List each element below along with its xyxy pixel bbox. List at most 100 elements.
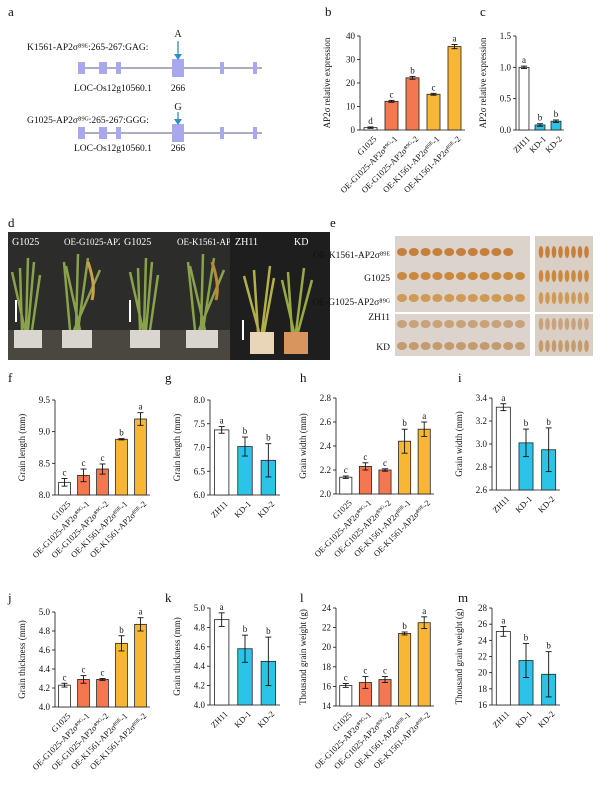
gene-exon [253,127,257,139]
x-category-label: KD-2 [256,709,277,730]
panel-letter-e: e [330,215,336,230]
grain-seed [479,342,490,350]
significance-letter: c [82,665,86,675]
grain-seed-side [551,246,557,258]
y-tick-label: 2.2 [320,465,331,475]
y-tick-label: 4.8 [194,622,206,632]
significance-letter: c [63,468,67,478]
plant-photo-1: G1025 OE-G1025-AP2σ⁸⁹ᴳ [8,232,138,360]
y-tick-label: 3.0 [476,439,488,449]
gene-exon [99,127,107,139]
y-tick-label: 1.5 [500,31,512,41]
gene-model-2: G LOC-Os12g10560.1 266 [74,102,262,154]
grain-seed-side [577,318,583,330]
grain-seed [397,342,407,350]
y-tick-label: 6.0 [194,490,206,500]
grain-seed [467,272,478,280]
plant-panicle [210,261,219,301]
bar-1 [339,685,353,707]
y-tick-label: 2.8 [320,393,332,403]
grain-rows [395,246,593,352]
grain-seed-side [584,318,589,330]
grain-seed [467,320,478,328]
significance-letter: a [453,33,457,43]
significance-letter: c [82,458,86,468]
panel-letter-b: b [325,4,332,19]
bar-1 [495,631,511,706]
y-tick-label: 4.4 [194,661,206,671]
x-category-label: KD-2 [543,134,564,155]
panel-letter-j: j [7,590,12,605]
grain-seed [432,320,443,328]
significance-letter: a [422,606,426,616]
panel-letter-k: k [165,590,172,605]
grain-label-kd: KD [376,343,390,353]
y-tick-label: 18 [478,684,488,694]
grain-seed [503,272,514,280]
y-tick-label: 8.5 [39,458,51,468]
plant-pot [14,330,42,348]
y-tick-label: 22 [322,623,331,633]
grain-seed [491,342,502,350]
gene-exon [253,62,257,74]
grain-seed-side [584,270,589,282]
significance-letter: b [243,624,248,634]
bar-3 [378,679,392,707]
plant-photo-2: G1025 OE-K1561-AP2σ⁸⁹ᴱ [120,232,251,360]
grain-seed [408,342,419,350]
significance-letter: b [119,625,124,635]
y-tick-label: 4.2 [39,683,50,693]
grain-seed [456,320,466,328]
y-tick-label: 22 [478,652,487,662]
grain-seed-side [538,270,544,282]
grain-seed-side [564,318,570,330]
grain-seed [491,248,502,256]
grain-seed-side [551,318,557,330]
bar-3 [96,679,109,708]
grain-seed [397,248,407,256]
grain-seed [408,320,419,328]
plant-photo-panel: G1025 OE-G1025-AP2σ⁸⁹ᴳ G1025 OE-K1561-AP… [8,232,330,360]
y-tick-label: 3.4 [476,393,488,403]
significance-letter: a [139,402,143,412]
y-tick-label: 4.6 [194,642,206,652]
y-tick-label: 2.8 [476,462,488,472]
significance-letter: c [383,458,387,468]
y-tick-label: 4.2 [194,681,205,691]
grain-seed-side [558,270,563,282]
grain-seed [456,272,466,280]
grain-seed [515,272,525,280]
gene-exon [220,62,224,74]
y-tick-label: 14 [322,701,332,711]
scale-bar [129,300,131,322]
panel-letter-c: c [480,4,486,19]
grain-seed-side [551,292,557,304]
y-tick-label: 7.5 [194,419,206,429]
y-tick-label: 30 [346,55,356,65]
bar-1 [214,619,230,706]
grain-seed-side [558,318,563,330]
y-tick-label: 20 [346,78,356,88]
gene-structure-panel: K1561-AP2σ⁸⁹ᴱ:265-267:GAG: A LOC-Os12g10… [27,29,262,154]
bar-3 [405,77,420,131]
grain-seed-side [577,270,583,282]
snp-base-label: G [174,102,181,113]
y-tick-label: 16 [478,700,488,710]
grain-seed-side [538,340,544,352]
grain-seed-side [558,246,563,258]
x-category-label: ZH11 [209,499,230,520]
bar-1 [495,406,511,491]
grain-seed-side [584,340,589,352]
y-tick-label: 8.0 [194,395,206,405]
y-tick-label: 0.0 [500,125,512,135]
grain-seed [444,320,455,328]
y-tick-label: 2.0 [320,489,332,499]
significance-letter: c [363,666,367,676]
x-category-label: KD-1 [232,709,253,730]
significance-letter: b [402,418,407,428]
significance-letter: a [220,416,224,426]
grain-seed [479,248,490,256]
y-tick-label: 2.6 [320,417,332,427]
